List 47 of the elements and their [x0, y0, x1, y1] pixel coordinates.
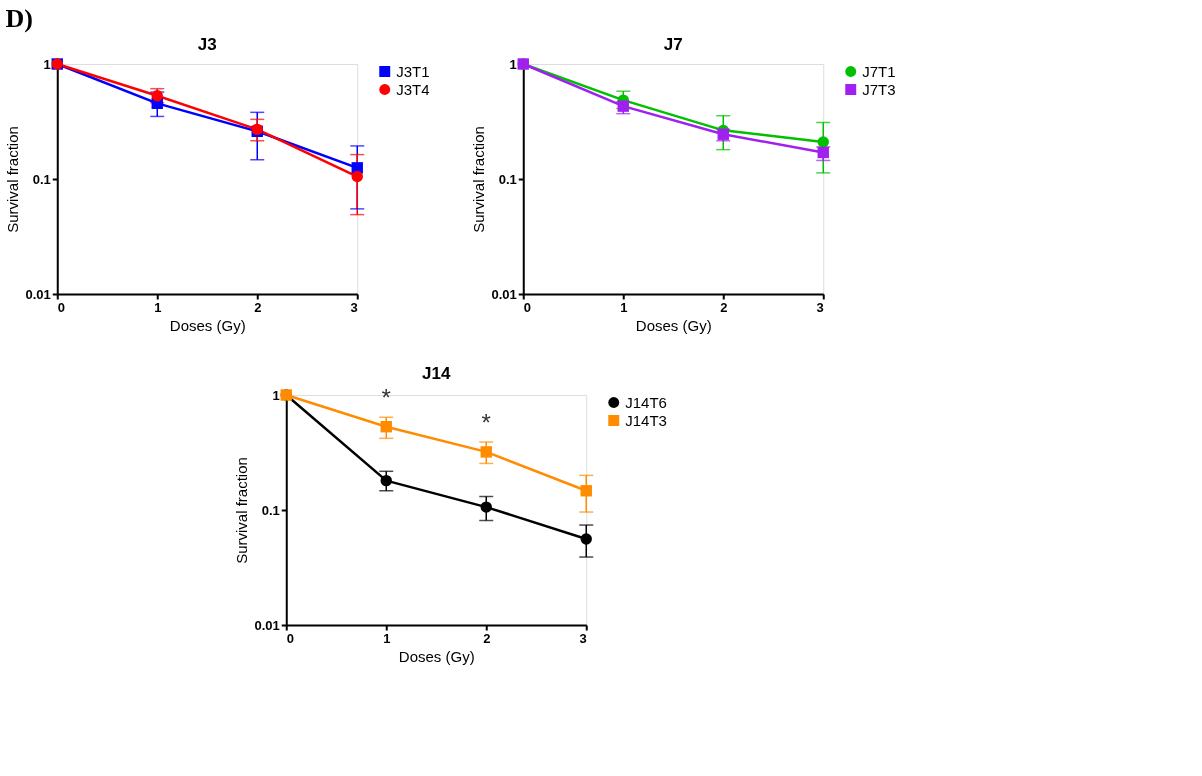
- legend-label: J3T4: [396, 80, 430, 98]
- x-tick-label: 3: [350, 299, 358, 315]
- x-axis-title: Doses (Gy): [398, 647, 475, 665]
- x-tick-label: 0: [57, 299, 65, 315]
- x-tick-label: 3: [816, 299, 824, 315]
- y-tick-label: 0.1: [498, 171, 517, 187]
- annotation: *: [481, 409, 491, 437]
- chart-title: J7: [663, 35, 683, 54]
- x-tick-label: 1: [383, 630, 391, 646]
- y-tick-label: 1: [509, 56, 517, 72]
- y-tick-label: 0.1: [261, 502, 280, 518]
- x-tick-label: 0: [286, 630, 294, 646]
- x-tick-label: 1: [154, 299, 162, 315]
- y-tick-label: 0.1: [32, 171, 51, 187]
- y-axis-title: Survival fraction: [470, 126, 488, 233]
- y-axis-title: Survival fraction: [4, 126, 22, 233]
- x-tick-label: 1: [620, 299, 628, 315]
- x-axis-title: Doses (Gy): [635, 316, 712, 334]
- x-tick-label: 2: [720, 299, 728, 315]
- point: [351, 170, 363, 183]
- legend-label: J7T1: [862, 62, 896, 80]
- point: [817, 136, 829, 148]
- legend-label: J7T3: [862, 80, 896, 98]
- x-tick-label: 2: [254, 299, 262, 315]
- x-tick-label: 2: [483, 630, 491, 646]
- point: [380, 474, 392, 487]
- point: [580, 533, 592, 545]
- point: [380, 421, 392, 433]
- point: [480, 501, 492, 513]
- chart-title: J3: [197, 35, 217, 54]
- x-tick-label: 3: [579, 630, 587, 646]
- y-tick-label: 1: [272, 387, 280, 403]
- y-tick-label: 0.01: [25, 286, 51, 302]
- y-tick-label: 0.01: [254, 617, 280, 633]
- y-tick-label: 0.01: [491, 286, 517, 302]
- x-tick-label: 0: [523, 299, 531, 315]
- y-tick-label: 1: [43, 56, 51, 72]
- point: [480, 446, 492, 458]
- chart-title: J14: [422, 364, 451, 384]
- y-axis-title: Survival fraction: [233, 457, 251, 564]
- annotation: *: [381, 384, 391, 412]
- legend-label: J14T6: [625, 393, 667, 411]
- text: D): [5, 3, 33, 33]
- legend-label: J14T3: [625, 411, 667, 429]
- legend-label: J3T1: [396, 62, 430, 80]
- x-axis-title: Doses (Gy): [169, 316, 246, 334]
- point: [580, 485, 592, 497]
